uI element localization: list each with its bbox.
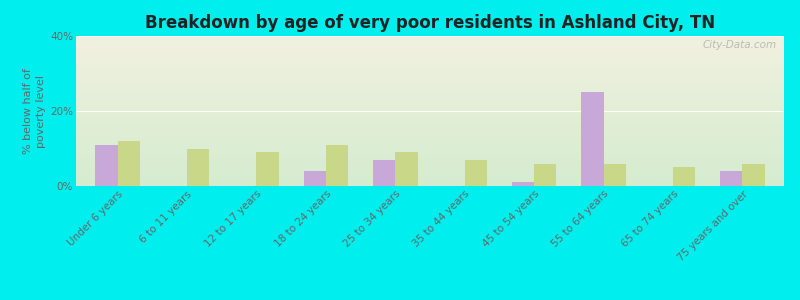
Bar	[326, 145, 348, 186]
Bar	[603, 164, 626, 186]
Bar	[187, 148, 210, 186]
Bar	[95, 145, 118, 186]
Bar	[720, 171, 742, 186]
Bar	[465, 160, 487, 186]
Bar	[118, 141, 140, 186]
Bar	[673, 167, 695, 186]
Bar	[395, 152, 418, 186]
Bar	[373, 160, 395, 186]
Bar	[742, 164, 765, 186]
Bar	[534, 164, 556, 186]
Title: Breakdown by age of very poor residents in Ashland City, TN: Breakdown by age of very poor residents …	[145, 14, 715, 32]
Bar	[512, 182, 534, 186]
Y-axis label: % below half of
poverty level: % below half of poverty level	[23, 68, 46, 154]
Bar	[257, 152, 278, 186]
Text: City-Data.com: City-Data.com	[702, 40, 777, 50]
Bar	[582, 92, 603, 186]
Bar	[304, 171, 326, 186]
